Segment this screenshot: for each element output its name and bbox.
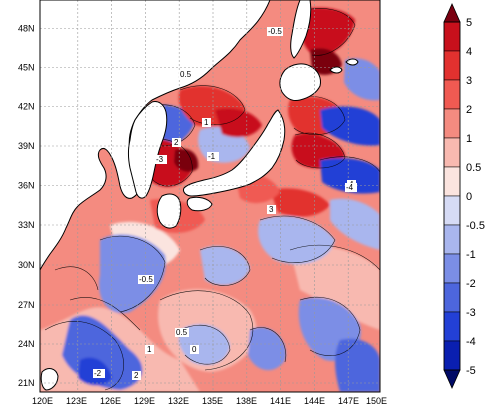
contour-label: -3 [156,155,164,164]
contour-label: -4 [346,183,354,192]
lon-tick-label: 150E [366,396,387,406]
lat-tick-label: 45N [18,63,35,73]
contour-label: 3 [269,205,274,214]
lat-tick-label: 30N [18,260,35,270]
colorbar-segments [443,21,461,371]
map-panel: -0.5 0.5 1 -1 2 -2 3 -3 4 -4 0 0.5 -0.5 [40,0,380,392]
lon-axis: 120E 123E 126E 129E 132E 135E 138E 141E … [32,396,387,406]
shikoku [186,196,213,212]
contour-label: 1 [147,345,152,354]
colorbar-level-label: 3 [466,75,472,87]
colorbar-level-label: -4 [466,336,476,348]
lon-tick-label: 123E [66,396,87,406]
colorbar-bottom-arrow [443,369,461,389]
lat-tick-label: 42N [18,102,35,112]
lon-tick-label: 126E [100,396,121,406]
lat-axis: 48N 45N 42N 39N 36N 33N 30N 27N 24N 21N [18,24,35,389]
lon-tick-label: 147E [338,396,359,406]
lat-tick-label: 21N [18,378,35,388]
colorbar: 5 4 3 2 1 0.5 0 -0.5 -1 -2 -3 -4 -5 [443,3,485,389]
contour-lines [44,8,380,391]
lon-tick-label: 144E [304,396,325,406]
contour-label: 1 [204,118,209,127]
colorbar-segment [443,21,461,52]
contour-label: -1 [208,152,216,161]
colorbar-level-label: 1 [466,133,472,145]
lat-tick-label: 36N [18,181,35,191]
hokkaido [279,63,321,101]
contour-label: -0.5 [268,27,282,36]
contour-label: -0.5 [139,275,153,284]
contour-label: 0 [192,345,197,354]
lat-tick-label: 33N [18,220,35,230]
colorbar-segment [443,137,461,168]
colorbar-level-label: 0 [466,191,472,203]
lon-tick-label: 132E [168,396,189,406]
contour-label: 2 [134,371,139,380]
colorbar-segment [443,50,461,81]
contour-label: 2 [174,138,179,147]
colorbar-level-label: -0.5 [466,220,485,232]
korean-peninsula [128,101,168,199]
colorbar-level-label: -3 [466,307,476,319]
colorbar-segment [443,340,461,371]
colorbar-level-label: 2 [466,104,472,116]
kyushu [156,193,182,229]
lat-tick-label: 27N [18,300,35,310]
lat-tick-label: 48N [18,24,35,34]
lat-tick-label: 24N [18,339,35,349]
colorbar-level-label: 4 [466,46,472,58]
lon-tick-label: 135E [202,396,223,406]
colorbar-level-label: 0.5 [466,162,481,174]
lon-tick-label: 141E [270,396,291,406]
contour-label: -2 [94,369,102,378]
colorbar-segment [443,224,461,255]
lon-tick-label: 138E [236,396,257,406]
sakhalin [290,0,312,59]
colorbar-level-label: -2 [466,278,476,290]
colorbar-segment [443,79,461,110]
colorbar-segment [443,253,461,284]
colorbar-labels: 5 4 3 2 1 0.5 0 -0.5 -1 -2 -3 -4 -5 [466,17,485,377]
lat-lon-grid [40,0,380,392]
lon-tick-label: 120E [32,396,53,406]
colorbar-level-label: -1 [466,249,476,261]
colorbar-segment [443,195,461,226]
colorbar-segment [443,282,461,313]
map-frame [39,0,381,393]
colorbar-frame [443,21,461,371]
colorbar-segment [443,311,461,342]
lat-tick-label: 39N [18,141,35,151]
contour-labels: -0.5 0.5 1 -1 2 -2 3 -3 4 -4 0 0.5 -0.5 [93,27,357,380]
contour-label: 0.5 [180,70,192,79]
colorbar-top-arrow [443,3,461,23]
colorbar-level-label: -5 [466,365,476,377]
lon-tick-label: 129E [134,396,155,406]
colorbar-segment [443,166,461,197]
colorbar-segment [443,108,461,139]
contour-label: 0.5 [176,328,188,337]
colorbar-level-label: 5 [466,17,472,29]
